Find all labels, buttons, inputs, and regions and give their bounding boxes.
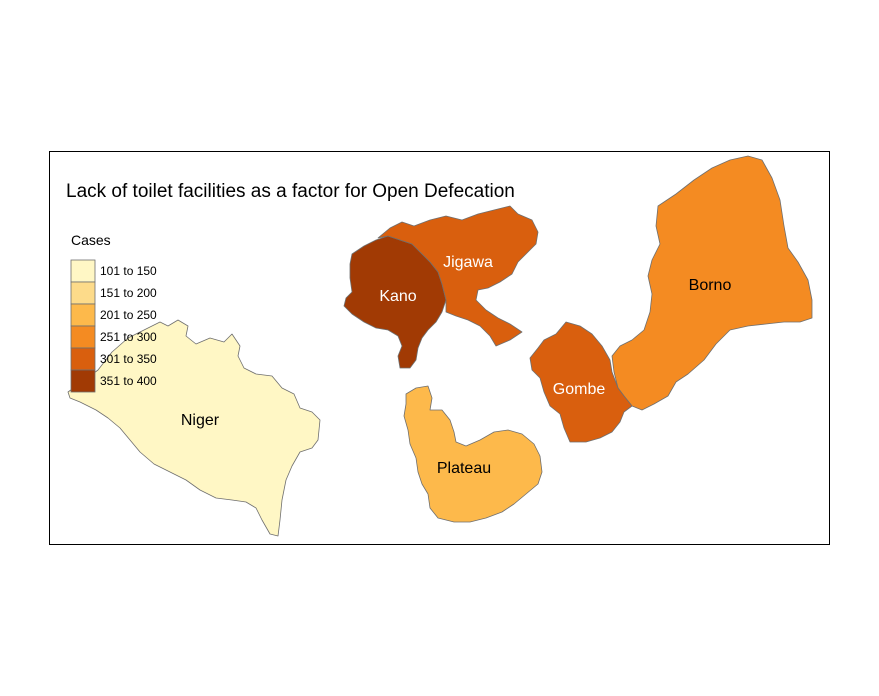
legend-swatch [70, 347, 96, 371]
legend-label: 251 to 300 [100, 330, 157, 344]
legend: Cases 101 to 150 151 to 200 201 to 250 251 … [70, 232, 157, 393]
label-kano: Kano [379, 288, 416, 305]
label-niger: Niger [181, 412, 220, 429]
legend-swatch [70, 281, 96, 305]
region-niger[interactable] [67, 319, 321, 537]
label-borno: Borno [689, 277, 732, 294]
legend-swatch [70, 259, 96, 283]
region-plateau[interactable] [403, 385, 543, 523]
legend-label: 101 to 150 [100, 264, 157, 278]
legend-label: 151 to 200 [100, 286, 157, 300]
label-jigawa: Jigawa [443, 254, 493, 271]
region-borno[interactable] [611, 155, 813, 411]
region-jigawa[interactable] [377, 205, 539, 347]
legend-swatch [70, 369, 96, 393]
legend-label: 201 to 250 [100, 308, 157, 322]
label-gombe: Gombe [553, 381, 606, 398]
legend-label: 301 to 350 [100, 352, 157, 366]
legend-label: 351 to 400 [100, 374, 157, 388]
legend-swatch [70, 325, 96, 349]
region-gombe[interactable] [529, 321, 633, 443]
label-plateau: Plateau [437, 460, 491, 477]
legend-swatch [70, 303, 96, 327]
legend-title: Cases [71, 232, 111, 248]
map-title: Lack of toilet facilities as a factor fo… [66, 181, 515, 202]
